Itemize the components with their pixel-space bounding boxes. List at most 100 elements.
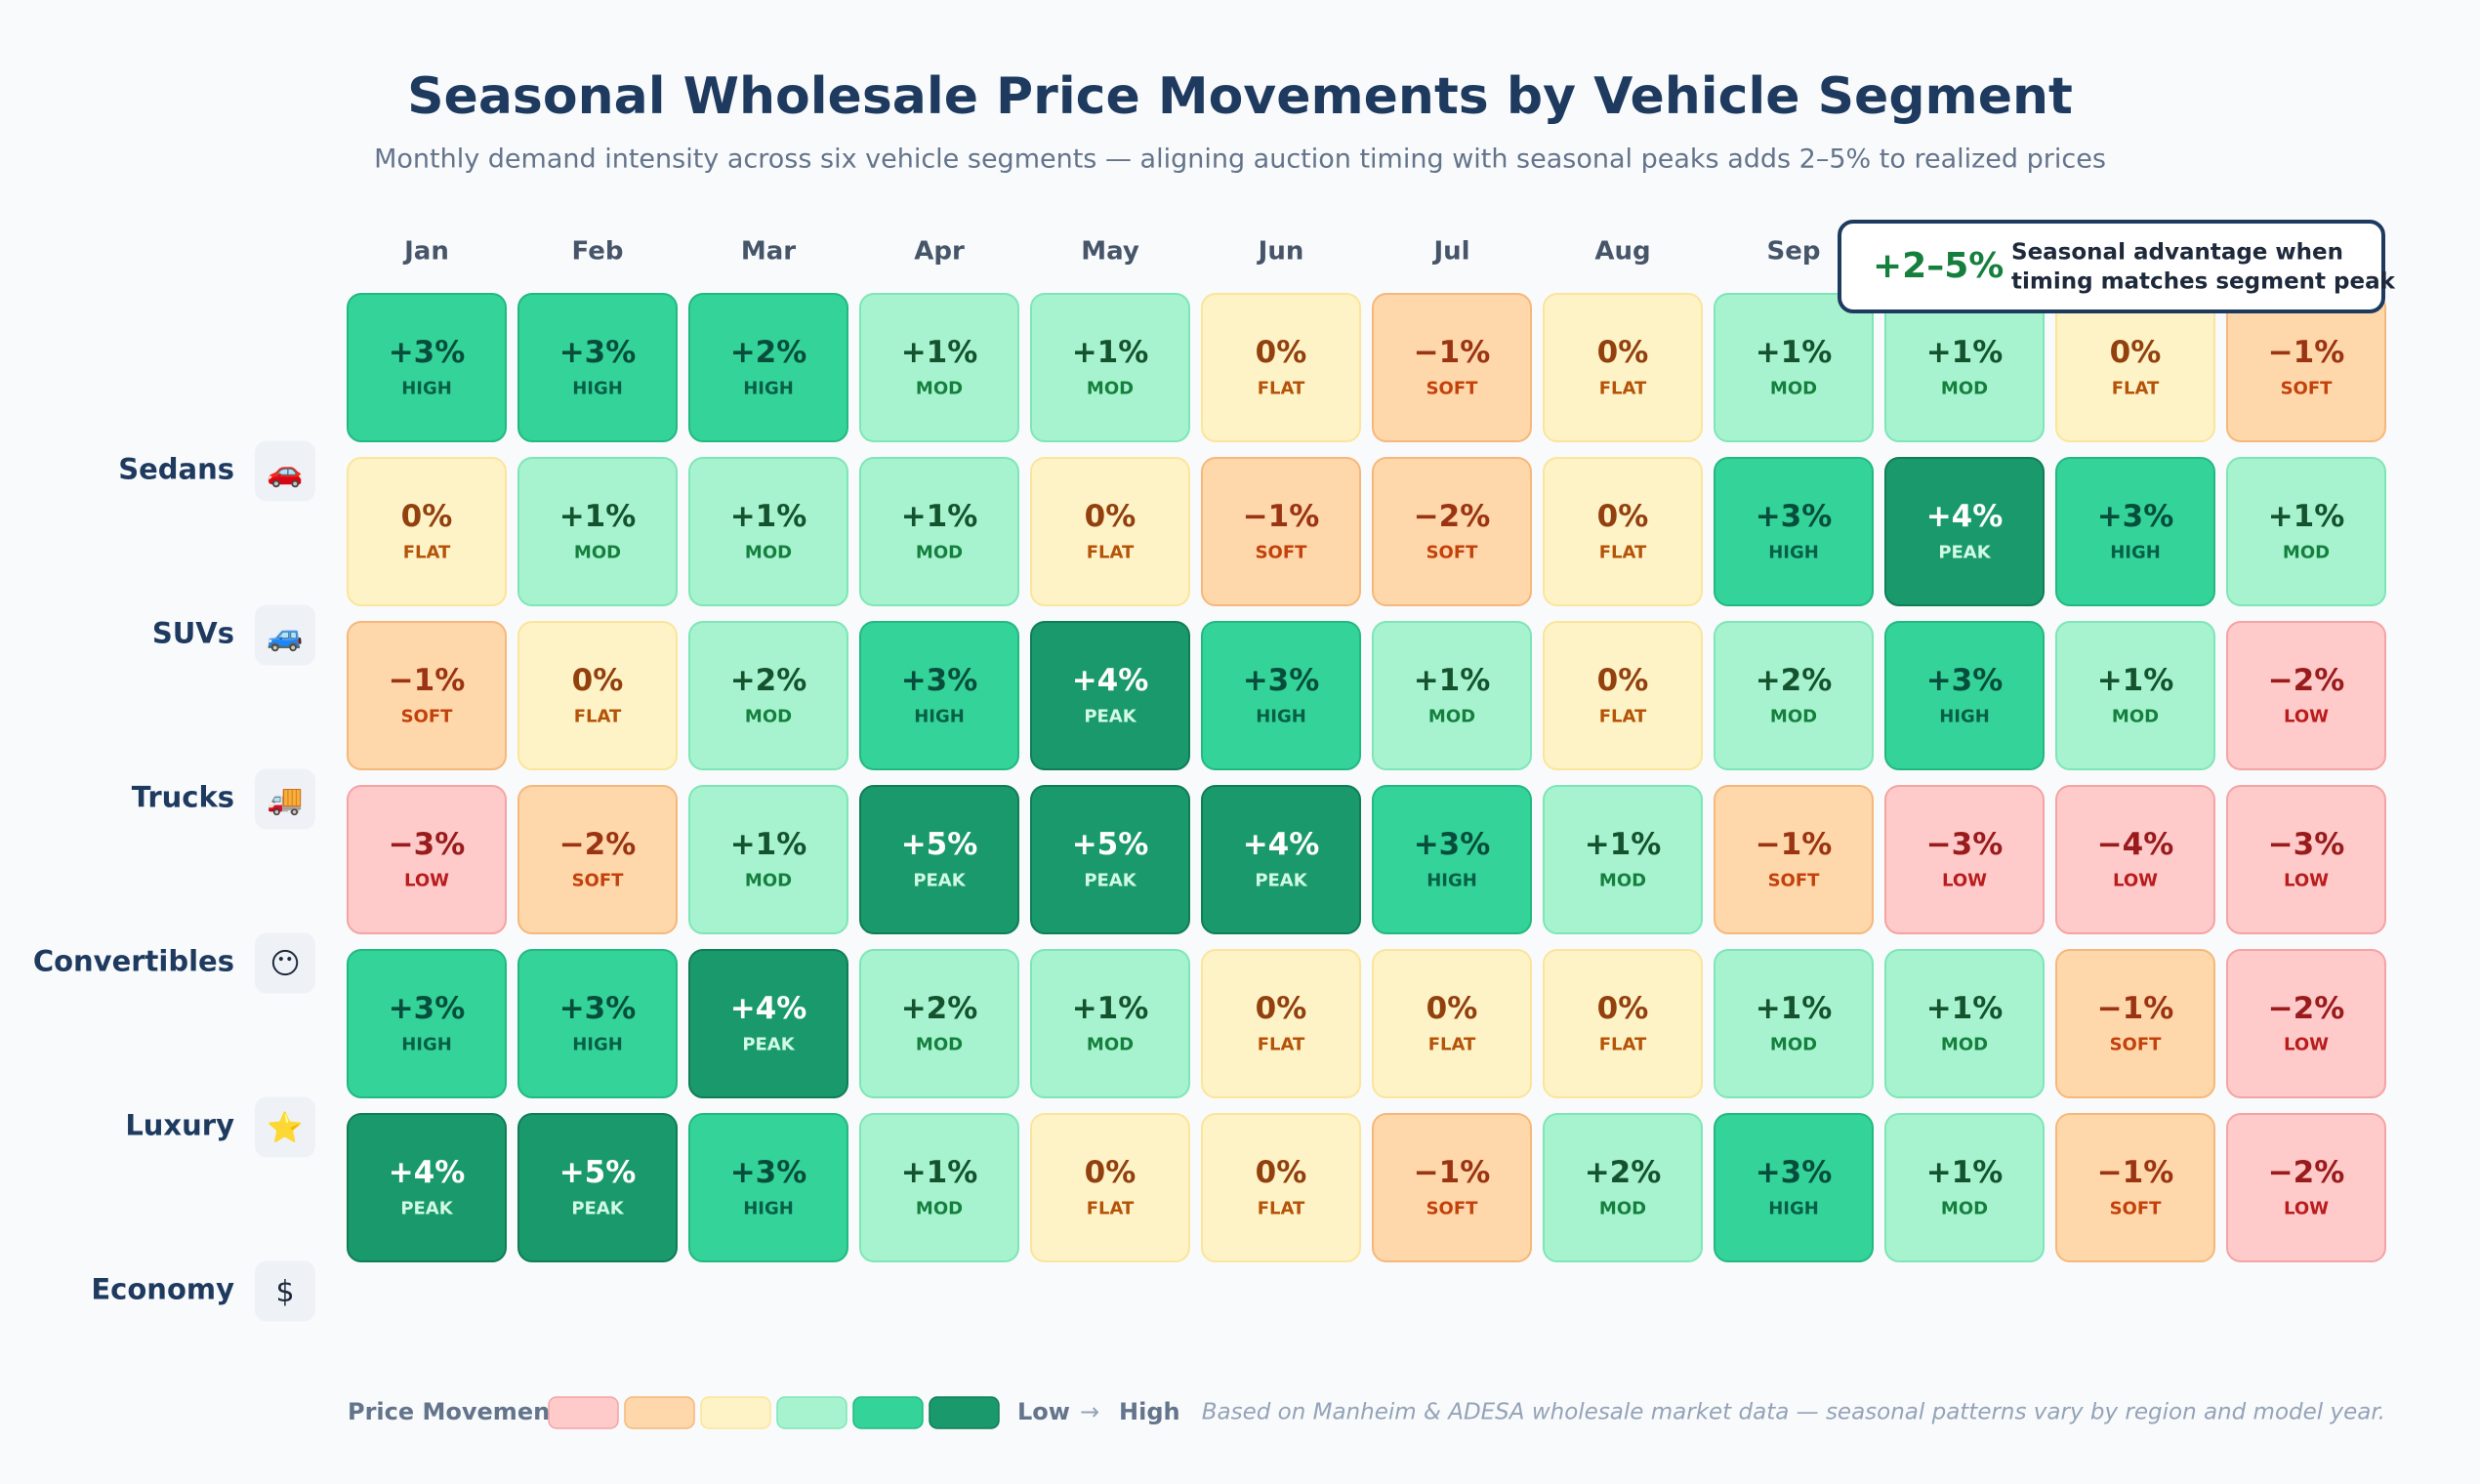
cell-level: MOD [745,707,792,727]
heat-cell [517,949,678,1098]
cell-level: PEAK [400,1199,453,1219]
row-icon-box [255,1096,315,1158]
heat-cell [347,785,507,934]
cell-value: +5% [559,1155,637,1190]
heat-cell [1714,293,1874,442]
cell-level: SOFT [1426,379,1479,399]
legend-title: Price Movement [348,1398,561,1425]
heat-cell [517,621,678,770]
cell-level: LOW [1942,871,1987,891]
cell-value: +3% [1756,499,1833,534]
heat-cell [347,621,507,770]
callout-text: timing matches segment peak [2011,269,2396,295]
cell-value: 0% [1426,991,1478,1026]
cell-value: −1% [1414,1155,1491,1190]
cell-value: +1% [1072,335,1149,370]
heat-cell [688,785,848,934]
cell-value: −2% [1414,499,1491,534]
heat-cell [1372,457,1532,606]
heat-cell [1714,1113,1874,1262]
cell-value: +4% [1072,663,1149,698]
cell-level: FLAT [1599,379,1647,399]
heat-cell [1030,785,1190,934]
cell-value: −3% [389,827,466,862]
cell-level: FLAT [1599,707,1647,727]
cell-level: SOFT [1256,543,1308,563]
heat-cell [859,621,1019,770]
cell-level: FLAT [2112,379,2160,399]
cell-level: MOD [1770,707,1817,727]
cell-value: 0% [1085,1155,1137,1190]
cell-value: +1% [1414,663,1491,698]
cell-level: FLAT [574,707,622,727]
row-icon-box [255,768,315,830]
column-label: Aug [1594,237,1650,267]
cell-level: MOD [1941,1035,1988,1055]
cell-level: SOFT [2281,379,2334,399]
column-label: May [1081,237,1139,267]
row-label: SUVs [152,617,234,650]
cell-level: HIGH [1939,707,1990,727]
column-label: Sep [1767,237,1821,267]
cell-level: HIGH [1256,707,1306,727]
cell-value: −2% [2268,991,2345,1026]
cell-level: FLAT [1599,1035,1647,1055]
cell-level: HIGH [401,1035,452,1055]
cell-level: SOFT [401,707,454,727]
callout-value: +2–5% [1873,246,2004,286]
heat-cell [1543,1113,1703,1262]
cell-value: −2% [559,827,637,862]
cell-value: 0% [1597,991,1649,1026]
cell-level: HIGH [743,379,794,399]
heat-cell [859,293,1019,442]
cell-value: +3% [901,663,978,698]
cell-level: FLAT [1258,1199,1305,1219]
cell-level: MOD [2283,543,2330,563]
heat-cell [1884,457,2045,606]
heat-cell [1372,949,1532,1098]
heat-cell [517,785,678,934]
cell-value: +1% [1756,335,1833,370]
heat-cell [688,457,848,606]
column-label: Jul [1431,237,1469,267]
legend-low: Low [1017,1398,1070,1425]
heat-cell [1030,621,1190,770]
row-icon: 🚚 [267,783,303,817]
cell-value: +2% [901,991,978,1026]
cell-level: MOD [1599,871,1646,891]
cell-level: MOD [745,871,792,891]
cell-value: 0% [2110,335,2162,370]
cell-value: 0% [1597,663,1649,698]
cell-level: PEAK [742,1035,795,1055]
cell-value: +1% [730,827,807,862]
cell-value: 0% [1085,499,1137,534]
heat-cell [1372,785,1532,934]
cell-level: PEAK [1084,707,1137,727]
cell-value: −1% [1243,499,1320,534]
cell-value: +1% [2097,663,2174,698]
chart-subtitle: Monthly demand intensity across six vehi… [374,144,2106,175]
heat-cell [1372,293,1532,442]
heat-cell [688,293,848,442]
cell-value: −1% [1414,335,1491,370]
cell-level: PEAK [1084,871,1137,891]
cell-value: 0% [1256,1155,1307,1190]
cell-value: −4% [2097,827,2174,862]
cell-value: 0% [1597,499,1649,534]
row-icon: 🚙 [267,619,303,653]
heat-cell [1201,1113,1361,1262]
cell-value: 0% [1597,335,1649,370]
row-label: Trucks [132,781,234,814]
cell-level: MOD [1087,1035,1134,1055]
cell-value: 0% [1256,335,1307,370]
cell-value: +3% [389,991,466,1026]
heat-cell [859,949,1019,1098]
heat-cell [2055,785,2215,934]
cell-value: +1% [559,499,637,534]
cell-value: +2% [1585,1155,1662,1190]
heat-cell [1201,949,1361,1098]
heat-cell [1884,1113,2045,1262]
cell-value: +1% [730,499,807,534]
cell-level: FLAT [1599,543,1647,563]
